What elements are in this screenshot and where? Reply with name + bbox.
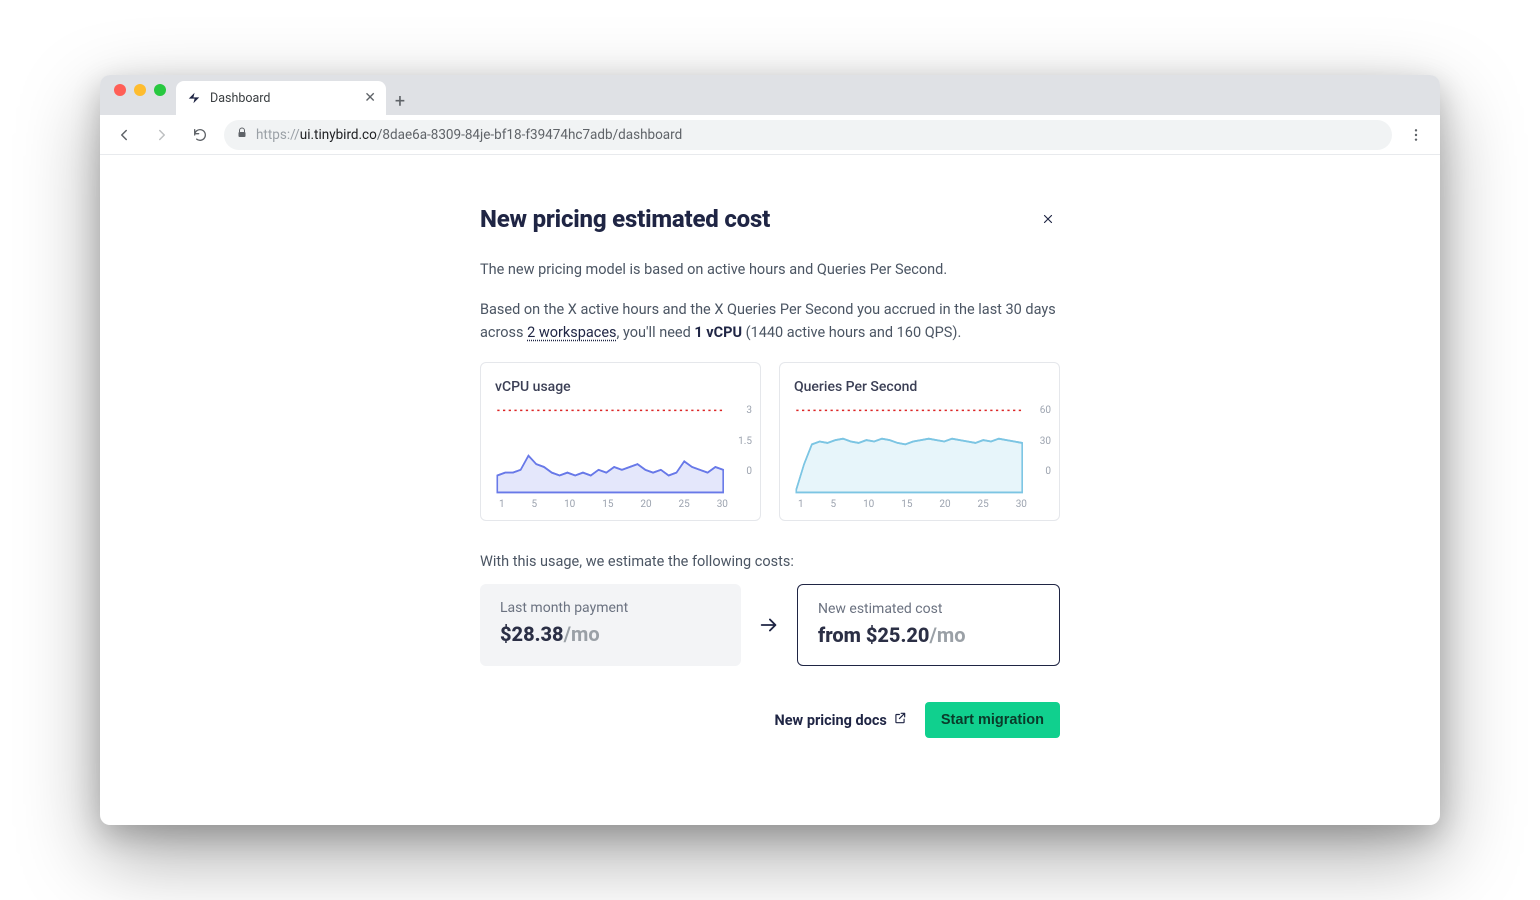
panel-title: New pricing estimated cost: [480, 205, 770, 233]
favicon-icon: [186, 90, 202, 106]
url-host: ui.tinybird.co: [300, 127, 377, 143]
docs-link-label: New pricing docs: [775, 712, 887, 729]
close-tab-icon[interactable]: ✕: [364, 90, 376, 106]
qps-xticks: 151015202530: [794, 495, 1045, 510]
new-amount-per: /mo: [929, 623, 965, 647]
estimate-intro: With this usage, we estimate the followi…: [480, 553, 1060, 570]
vcpu-chart-title: vCPU usage: [495, 379, 746, 395]
vcpu-chart-card: vCPU usage 31.50 151015202530: [480, 362, 761, 521]
new-cost-box: New estimated cost from $25.20/mo: [797, 584, 1060, 666]
close-window-button[interactable]: [114, 84, 126, 96]
previous-cost-box: Last month payment $28.38/mo: [480, 584, 741, 666]
address-bar[interactable]: https://ui.tinybird.co/8dae6a-8309-84je-…: [224, 120, 1392, 150]
tab-title: Dashboard: [210, 91, 270, 106]
forward-button[interactable]: [148, 121, 176, 149]
url-text: https://ui.tinybird.co/8dae6a-8309-84je-…: [256, 127, 682, 143]
browser-tabbar: Dashboard ✕ +: [100, 75, 1440, 115]
previous-cost-amount: $28.38/mo: [500, 622, 721, 646]
previous-cost-label: Last month payment: [500, 600, 721, 616]
start-migration-button[interactable]: Start migration: [925, 702, 1060, 738]
window-controls: [108, 84, 176, 106]
page-content: New pricing estimated cost The new prici…: [100, 155, 1440, 825]
url-protocol: https://: [256, 127, 300, 143]
lock-icon: [236, 127, 248, 143]
description-line-2: Based on the X active hours and the X Qu…: [480, 299, 1060, 344]
desc2-suffix: (1440 active hours and 160 QPS).: [742, 324, 961, 341]
new-cost-amount: from $25.20/mo: [818, 623, 1039, 647]
maximize-window-button[interactable]: [154, 84, 166, 96]
workspaces-link[interactable]: 2 workspaces: [527, 324, 616, 341]
vcpu-yticks: 31.50: [736, 405, 752, 477]
cost-comparison: Last month payment $28.38/mo New estimat…: [480, 584, 1060, 666]
charts-row: vCPU usage 31.50 151015202530 Queries Pe…: [480, 362, 1060, 521]
pricing-docs-link[interactable]: New pricing docs: [775, 711, 907, 729]
new-tab-button[interactable]: +: [386, 87, 414, 115]
new-amount-value: $25.20: [866, 623, 930, 647]
vcpu-chart: 31.50: [495, 405, 746, 495]
browser-toolbar: https://ui.tinybird.co/8dae6a-8309-84je-…: [100, 115, 1440, 155]
action-row: New pricing docs Start migration: [480, 702, 1060, 738]
previous-amount-per: /mo: [564, 622, 600, 646]
qps-chart-title: Queries Per Second: [794, 379, 1045, 395]
back-button[interactable]: [110, 121, 138, 149]
browser-window: Dashboard ✕ + https://ui.tinybird.co/8da…: [100, 75, 1440, 825]
external-link-icon: [893, 711, 907, 729]
vcpu-value: 1 vCPU: [694, 324, 742, 341]
new-cost-label: New estimated cost: [818, 601, 1039, 617]
qps-yticks: 60300: [1035, 405, 1051, 477]
qps-chart: 60300: [794, 405, 1045, 495]
close-panel-button[interactable]: [1036, 207, 1060, 231]
qps-chart-card: Queries Per Second 60300 151015202530: [779, 362, 1060, 521]
vcpu-xticks: 151015202530: [495, 495, 746, 510]
browser-tab[interactable]: Dashboard ✕: [176, 81, 386, 115]
arrow-icon: [755, 584, 783, 666]
pricing-panel: New pricing estimated cost The new prici…: [480, 205, 1060, 775]
desc2-mid: , you'll need: [617, 324, 695, 341]
reload-button[interactable]: [186, 121, 214, 149]
new-amount-prefix: from: [818, 623, 866, 647]
previous-amount-value: $28.38: [500, 622, 564, 646]
minimize-window-button[interactable]: [134, 84, 146, 96]
browser-menu-button[interactable]: [1402, 121, 1430, 149]
description-line-1: The new pricing model is based on active…: [480, 259, 1060, 281]
url-path: /8dae6a-8309-84je-bf18-f39474hc7adb/dash…: [377, 127, 682, 143]
